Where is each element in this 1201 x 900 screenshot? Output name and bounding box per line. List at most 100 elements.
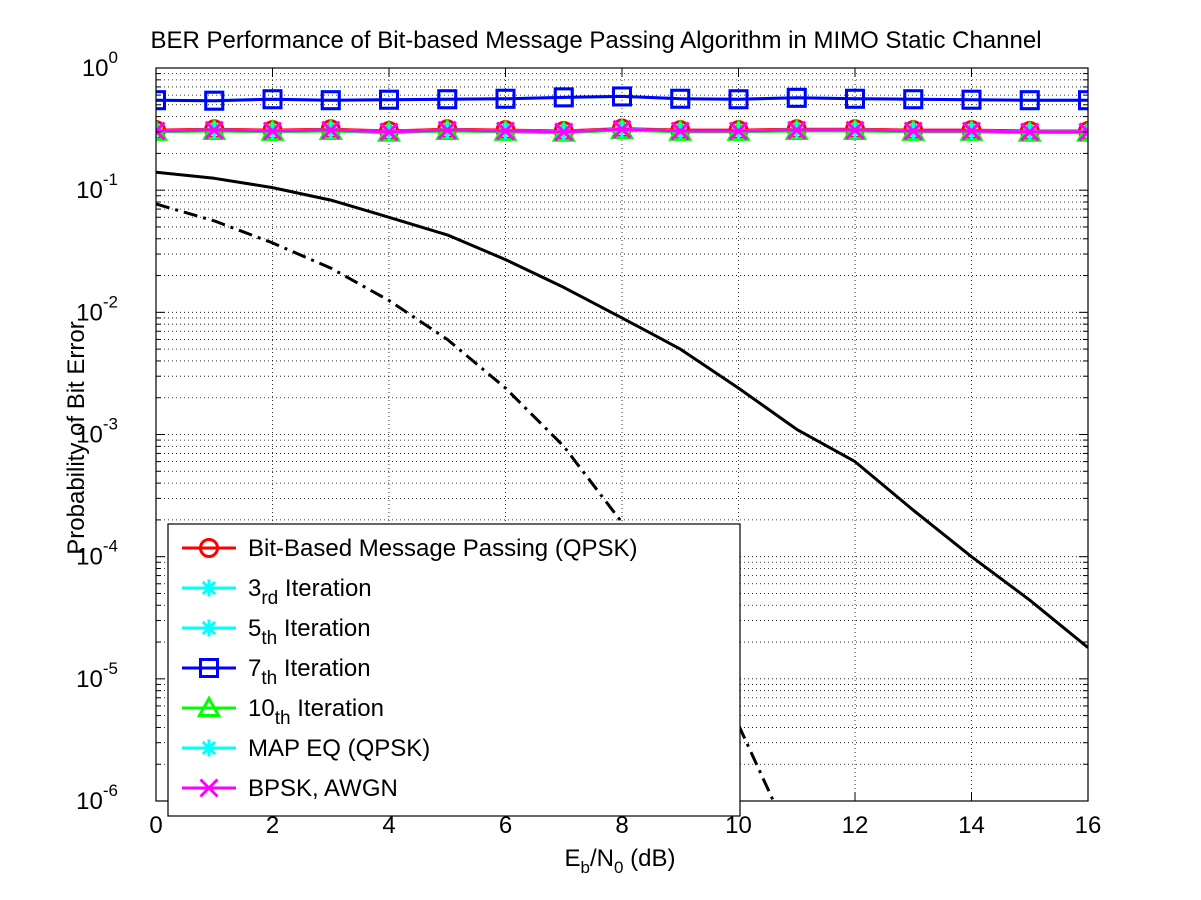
y-tick-base: 10	[76, 422, 103, 449]
x-tick-label: 16	[1075, 812, 1102, 839]
y-tick-exponent: -6	[103, 781, 118, 800]
series-line-s_black_solid	[156, 170, 1088, 649]
y-tick-label: 10-2	[76, 292, 118, 326]
x-tick-label: 4	[382, 812, 395, 839]
x-axis-label-tail: (dB)	[623, 845, 675, 872]
data-point-s_it7	[1019, 90, 1040, 111]
legend-label-tail: Iteration	[291, 695, 384, 722]
chart-title: BER Performance of Bit-based Message Pas…	[150, 27, 1041, 54]
legend-entry-s_bbmp: Bit-Based Message Passing (QPSK)	[182, 535, 638, 562]
data-point-s_it7	[379, 89, 399, 110]
series-s_bpsk	[156, 119, 1088, 142]
x-axis-label-sub1: b	[581, 858, 590, 877]
y-tick-base: 10	[76, 177, 103, 204]
series-s_it7	[156, 86, 1088, 111]
legend-label: 7th Iteration	[248, 655, 371, 689]
data-point-s_it7	[670, 88, 691, 109]
data-point-s_bpsk	[787, 120, 807, 140]
data-point-s_it7	[728, 89, 749, 110]
x-axis-label-mid: /N	[590, 845, 614, 872]
y-tick-label: 10-6	[76, 781, 118, 815]
legend-label-sub: th	[261, 668, 277, 689]
series-s_black_solid	[156, 170, 1088, 649]
legend-label: Bit-Based Message Passing (QPSK)	[248, 535, 638, 562]
legend-label: MAP EQ (QPSK)	[248, 735, 430, 762]
x-tick-label: 0	[149, 812, 162, 839]
y-tick-base: 10	[76, 299, 103, 326]
data-point-s_it7	[612, 86, 632, 107]
data-point-s_it7	[495, 88, 516, 109]
y-tick-base: 10	[82, 55, 109, 82]
y-tick-label: 100	[82, 48, 118, 82]
x-tick-label: 2	[266, 812, 279, 839]
data-point-s_bpsk	[156, 121, 166, 141]
legend-label-tail: Iteration	[277, 655, 370, 682]
x-axis-label: Eb/N0 (dB)	[565, 845, 676, 877]
legend-label-main: BPSK, AWGN	[248, 775, 398, 802]
data-point-s_bpsk	[379, 122, 399, 142]
y-tick-exponent: -4	[103, 537, 118, 556]
y-tick-exponent: -1	[103, 170, 118, 189]
data-point-s_bpsk	[204, 120, 224, 140]
data-point-s_it7	[961, 89, 982, 110]
legend-label: BPSK, AWGN	[248, 775, 398, 802]
data-point-s_it7	[903, 89, 924, 110]
legend-entry-s_it5: 5th Iteration	[182, 615, 371, 649]
data-point-s_it7	[786, 87, 807, 108]
y-tick-exponent: -2	[103, 292, 118, 311]
data-point-s_it7	[156, 90, 166, 111]
data-point-s_bpsk	[728, 121, 749, 141]
data-point-s_it7	[845, 88, 865, 109]
legend-label-main: MAP EQ (QPSK)	[248, 735, 430, 762]
legend-label-tail: Iteration	[278, 575, 371, 602]
legend-label-main: 7	[248, 655, 261, 682]
legend-label-main: 5	[248, 615, 261, 642]
legend-entry-s_bpsk: BPSK, AWGN	[182, 775, 398, 802]
series-group	[156, 86, 1088, 801]
legend: Bit-Based Message Passing (QPSK) 3rd Iter…	[167, 523, 741, 817]
data-point-s_it7	[1078, 90, 1088, 111]
data-point-s_it7	[437, 89, 458, 110]
legend-label: 5th Iteration	[248, 615, 371, 649]
data-point-s_bpsk	[554, 122, 574, 142]
y-tick-base: 10	[76, 788, 103, 815]
y-tick-exponent: -3	[103, 415, 118, 434]
y-tick-label: 10-5	[76, 659, 118, 693]
data-point-s_bpsk	[437, 120, 457, 140]
legend-entry-s_mapeq: MAP EQ (QPSK)	[182, 735, 430, 762]
series-line-s_it7	[156, 94, 1088, 103]
data-point-s_bpsk	[262, 121, 283, 141]
y-axis-label: Probability of Bit Error	[63, 321, 90, 554]
data-point-s_it7	[320, 90, 341, 111]
data-point-s_it7	[262, 89, 283, 110]
legend-box	[167, 523, 741, 817]
data-point-s_bpsk	[670, 121, 690, 141]
data-point-s_it7	[553, 87, 574, 108]
y-tick-label: 10-3	[76, 415, 118, 449]
y-tick-exponent: -5	[103, 659, 118, 678]
grid	[156, 68, 1088, 801]
data-point-s_bpsk	[845, 120, 865, 140]
y-tick-base: 10	[76, 544, 103, 571]
data-point-s_bpsk	[1078, 122, 1088, 142]
data-point-s_bpsk	[321, 120, 341, 140]
legend-marker	[200, 579, 218, 597]
legend-label-tail: Iteration	[277, 615, 370, 642]
legend-marker	[200, 619, 218, 637]
legend-marker	[200, 739, 218, 757]
x-tick-label: 8	[615, 812, 628, 839]
y-tick-label: 10-4	[76, 537, 118, 571]
legend-label-sub: rd	[261, 588, 278, 609]
legend-label: 10th Iteration	[248, 695, 384, 729]
legend-marker	[199, 538, 219, 558]
data-point-s_bpsk	[1020, 122, 1040, 142]
legend-label-main: 10	[248, 695, 275, 722]
legend-entry-s_it3: 3rd Iteration	[182, 575, 372, 609]
legend-entry-s_it10: 10th Iteration	[182, 695, 384, 729]
legend-entry-s_it7: 7th Iteration	[182, 655, 371, 689]
legend-marker	[196, 695, 222, 717]
data-point-s_bpsk	[612, 119, 632, 139]
x-axis-label-main: E	[565, 845, 581, 872]
